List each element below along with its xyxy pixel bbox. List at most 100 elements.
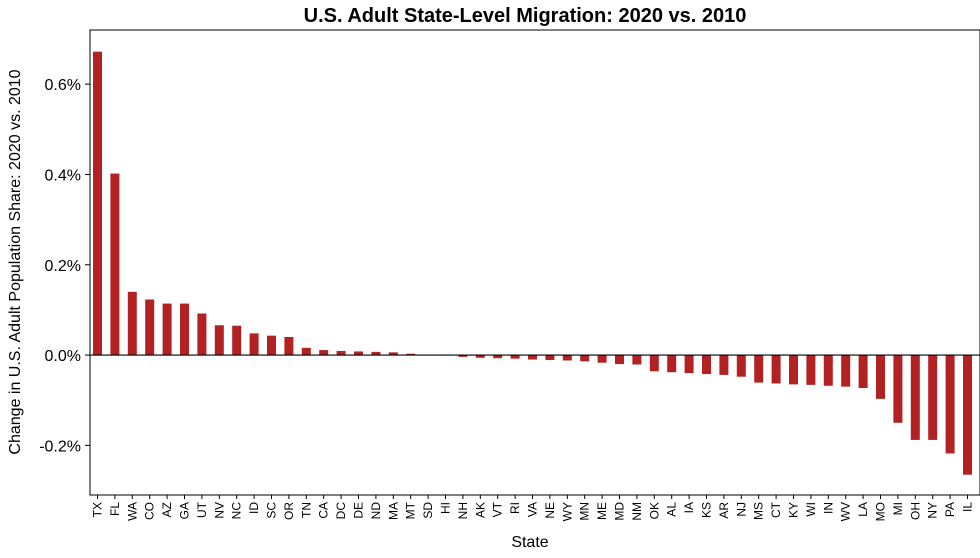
x-tick-label: MT	[404, 501, 418, 519]
chart-title: U.S. Adult State-Level Migration: 2020 v…	[304, 5, 747, 27]
bar-ga	[180, 303, 189, 356]
bar-nm	[632, 355, 642, 365]
x-tick-label: MO	[874, 502, 888, 521]
bar-id	[249, 333, 259, 356]
x-tick-label: IN	[821, 502, 835, 514]
bar-nd	[371, 351, 381, 356]
x-tick-label: GA	[178, 502, 192, 519]
x-tick-label: WA	[125, 502, 139, 521]
x-tick-label: MD	[613, 502, 627, 521]
x-tick-label: CT	[769, 501, 783, 518]
bar-md	[615, 355, 624, 365]
x-tick-label: LA	[856, 502, 870, 517]
y-tick-label: 0.0%	[45, 348, 81, 365]
x-tick-label: NC	[230, 502, 244, 520]
bar-mt	[406, 353, 416, 356]
bar-ca	[319, 350, 329, 356]
y-tick-label: 0.4%	[45, 167, 81, 184]
x-tick-label: DE	[352, 502, 366, 519]
x-tick-label: FL	[108, 502, 122, 516]
bar-vt	[493, 355, 503, 359]
x-tick-label: IA	[682, 502, 696, 513]
bar-va	[528, 355, 537, 360]
x-axis-label: State	[511, 534, 548, 551]
bar-ma	[388, 352, 398, 356]
bar-il	[963, 355, 972, 475]
bar-ia	[684, 355, 694, 374]
y-tick-label: -0.2%	[39, 438, 81, 455]
x-tick-label: NM	[630, 502, 644, 521]
x-tick-label: CO	[143, 502, 157, 520]
bar-ne	[545, 355, 555, 361]
bar-ok	[649, 355, 659, 372]
bar-wa	[127, 291, 137, 356]
x-tick-label: WV	[839, 502, 853, 521]
x-tick-label: CA	[317, 502, 331, 519]
bar-ms	[754, 355, 764, 383]
bar-nv	[214, 325, 224, 356]
bar-ks	[702, 355, 711, 375]
x-tick-label: NJ	[734, 502, 748, 517]
x-tick-label: ME	[595, 502, 609, 520]
x-tick-label: ID	[247, 502, 261, 514]
bar-ny	[928, 355, 938, 440]
bar-mi	[893, 355, 903, 423]
bar-ut	[197, 313, 207, 356]
x-tick-label: TN	[299, 502, 313, 518]
y-tick-label: 0.6%	[45, 77, 81, 94]
bar-mn	[580, 355, 590, 362]
bar-az	[162, 303, 172, 356]
x-tick-label: UT	[195, 501, 209, 518]
x-tick-label: MS	[752, 502, 766, 520]
bar-wv	[841, 355, 851, 387]
x-tick-label: MI	[891, 502, 905, 515]
bar-oh	[910, 355, 920, 440]
y-tick-label: 0.2%	[45, 258, 81, 275]
bar-mo	[876, 355, 885, 399]
x-tick-label: DC	[334, 502, 348, 520]
bar-de	[354, 351, 363, 356]
x-tick-label: AK	[473, 502, 487, 518]
x-axis: TX FL WA CO AZ GA UT NV NC ID SC OR TN CA DC DE ND MA MT SD…	[91, 495, 975, 521]
x-tick-label: KS	[700, 502, 714, 518]
x-tick-label: NV	[212, 502, 226, 519]
bar-nh	[458, 355, 468, 357]
x-tick-label: AR	[717, 502, 731, 519]
x-tick-label: PA	[943, 502, 957, 517]
bars-layer	[93, 51, 972, 475]
plot-frame	[89, 29, 980, 496]
x-tick-label: MN	[578, 502, 592, 521]
bar-me	[597, 355, 607, 363]
x-tick-label: MA	[386, 502, 400, 520]
bar-wi	[806, 355, 816, 385]
bar-ar	[719, 355, 729, 375]
x-tick-label: IL	[961, 502, 975, 512]
x-tick-label: RI	[508, 502, 522, 514]
x-tick-label: HI	[439, 502, 453, 514]
x-tick-label: ND	[369, 502, 383, 520]
bar-dc	[336, 350, 346, 356]
x-tick-label: NH	[456, 502, 470, 519]
bar-ct	[771, 355, 781, 384]
x-tick-label: NY	[926, 502, 940, 519]
bar-nj	[736, 355, 746, 377]
x-tick-label: SC	[265, 502, 279, 519]
x-tick-label: OR	[282, 502, 296, 520]
bar-in	[823, 355, 833, 386]
x-tick-label: OK	[647, 502, 661, 519]
bar-tx	[93, 51, 102, 356]
bar-tn	[301, 347, 311, 356]
bar-al	[667, 355, 677, 373]
bar-co	[145, 299, 155, 356]
bar-fl	[110, 173, 120, 356]
bar-nc	[232, 325, 242, 356]
bar-ky	[789, 355, 798, 385]
x-tick-label: WI	[804, 502, 818, 517]
x-tick-label: SD	[421, 502, 435, 519]
x-tick-label: AZ	[160, 502, 174, 517]
y-axis: -0.2% 0.0% 0.2% 0.4% 0.6%	[39, 77, 90, 455]
x-tick-label: KY	[787, 502, 801, 518]
x-tick-label: NE	[543, 502, 557, 519]
x-tick-label: WY	[560, 502, 574, 521]
